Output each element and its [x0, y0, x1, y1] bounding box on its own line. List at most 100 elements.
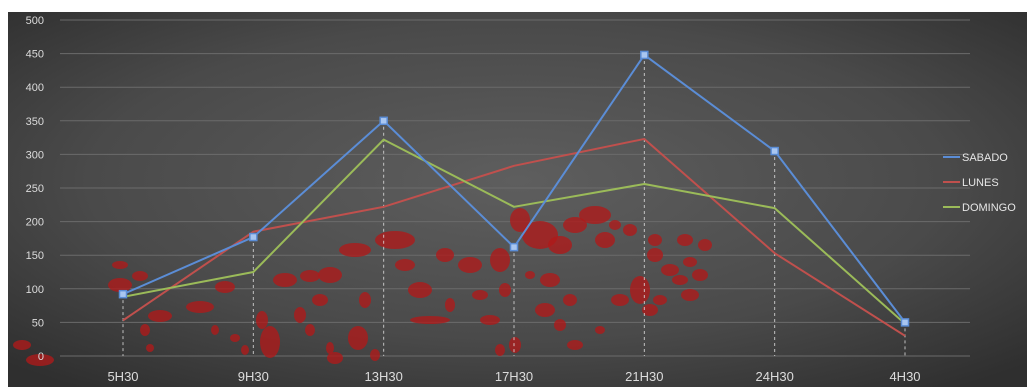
y-tick-label: 200 [26, 217, 44, 229]
stain-blob [630, 276, 650, 304]
stain-blob [230, 334, 240, 342]
y-tick-label: 400 [26, 82, 44, 94]
stain-blob [611, 294, 629, 306]
y-tick-label: 150 [26, 250, 44, 262]
stain-blob [648, 234, 662, 246]
stain-blob [186, 301, 214, 313]
y-tick-label: 450 [26, 49, 44, 61]
stain-blob [215, 281, 235, 293]
stain-blob [339, 243, 371, 257]
y-tick-label: 350 [26, 116, 44, 128]
stain-blob [132, 271, 148, 281]
data-point-sabado [640, 50, 649, 60]
stain-blob [623, 224, 637, 236]
stain-blob [647, 248, 663, 262]
stain-blob [375, 231, 415, 249]
stain-blob [499, 283, 511, 297]
stain-blob [436, 248, 454, 262]
stain-blob [525, 271, 535, 279]
stain-blob [395, 259, 415, 271]
stain-blob [146, 344, 154, 352]
y-tick-label: 500 [26, 15, 44, 27]
data-point-sabado [509, 242, 519, 252]
series-lines [118, 50, 910, 337]
data-point-sabado [379, 116, 388, 126]
stain-blob [595, 232, 615, 248]
stain-blob [692, 269, 708, 281]
stain-blob [327, 352, 343, 364]
data-point-sabado [900, 318, 910, 327]
x-axis-ticks: 5H30 9H30 13H30 17H30 21H30 24H30 4H30 [107, 369, 920, 384]
stain-blob [490, 248, 510, 272]
x-tick-label: 24H30 [756, 369, 794, 384]
stain-blob [540, 273, 560, 287]
stain-blob [445, 298, 455, 312]
stain-blob [410, 316, 450, 324]
series-line-domingo [122, 138, 906, 325]
stain-blob [211, 325, 219, 335]
stain-blob [683, 257, 697, 267]
stain-blob [273, 273, 297, 287]
legend-label: DOMINGO [962, 202, 1016, 214]
stain-blob [510, 208, 530, 232]
stain-blob [458, 257, 482, 273]
stain-blob [554, 319, 566, 331]
stain-blob [148, 310, 172, 322]
gridlines [60, 19, 970, 357]
chart-background [8, 12, 1027, 387]
stain-blob [595, 326, 605, 334]
stain-blob [348, 326, 368, 350]
stain-blob [326, 342, 334, 354]
y-tick-label: 0 [38, 351, 44, 363]
stain-blob [318, 267, 342, 283]
stain-blob [509, 337, 521, 353]
stain-blob [563, 294, 577, 306]
stain-blob [681, 289, 699, 301]
series-line-lunes [122, 137, 906, 337]
y-tick-label: 300 [26, 149, 44, 161]
stain-blob [472, 290, 488, 300]
data-point-sabado [249, 232, 258, 242]
x-tick-label: 5H30 [107, 369, 138, 384]
x-tick-label: 17H30 [495, 369, 533, 384]
stain-overlay [13, 206, 712, 366]
x-tick-label: 9H30 [238, 369, 269, 384]
stain-blob [294, 307, 306, 323]
stain-blob [480, 315, 500, 325]
stain-blob [256, 311, 268, 329]
legend-label: LUNES [962, 177, 999, 189]
x-tick-label: 4H30 [889, 369, 920, 384]
stain-blob [241, 345, 249, 355]
x-tick-label: 13H30 [365, 369, 403, 384]
legend-label: SABADO [962, 152, 1008, 164]
stain-blob [300, 270, 320, 282]
legend: SABADO LUNES DOMINGO [943, 152, 1016, 214]
stain-blob [661, 264, 679, 276]
data-point-sabado [770, 146, 779, 156]
stain-blob [305, 324, 315, 336]
stain-blob [495, 344, 505, 356]
x-tick-label: 21H30 [625, 369, 663, 384]
stain-blob [312, 294, 328, 306]
y-axis-ticks: 0 50 100 150 200 250 300 350 400 450 500 [26, 15, 44, 363]
stain-blob [408, 282, 432, 298]
stain-blob [112, 261, 128, 269]
stain-blob [698, 239, 712, 251]
y-tick-label: 100 [26, 284, 44, 296]
stain-blob [26, 354, 54, 366]
stain-blob [13, 340, 31, 350]
stain-blob [609, 220, 621, 230]
stain-blob [579, 206, 611, 224]
stain-blob [359, 292, 371, 308]
stain-blob [653, 295, 667, 305]
data-point-sabado [118, 289, 128, 299]
stain-blob [672, 275, 688, 285]
stain-blob [567, 340, 583, 350]
stain-blob [370, 349, 380, 361]
stain-blob [260, 326, 280, 358]
stain-blob [563, 217, 587, 233]
y-tick-label: 50 [32, 317, 44, 329]
stain-blob [140, 324, 150, 336]
